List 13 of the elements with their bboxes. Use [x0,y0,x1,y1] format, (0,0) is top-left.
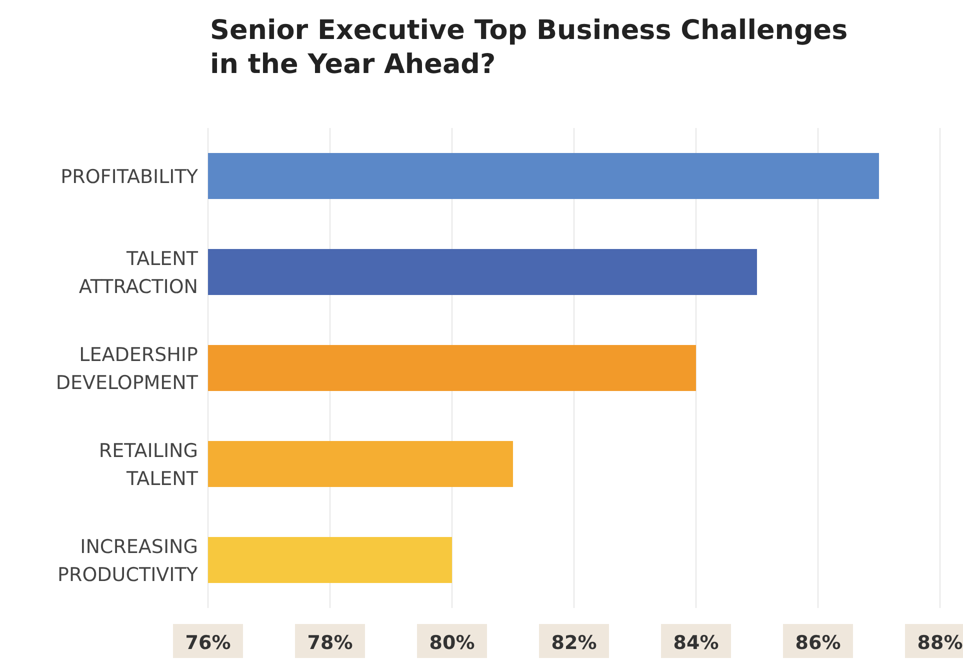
x-tick-label: 86% [795,632,841,654]
chart-title: Senior Executive Top Business Challenges in the Year Ahead? [210,14,849,82]
y-tick-label: INCREASING PRODUCTIVITY [58,536,198,586]
x-tick-label: 88% [917,632,963,654]
x-tick-label: 82% [551,632,597,654]
x-tick-label: 76% [185,632,231,654]
y-tick-label: TALENT ATTRACTION [78,248,198,298]
x-tick-label: 78% [307,632,353,654]
x-tick-label: 80% [429,632,475,654]
y-tick-label: RETAILING TALENT [98,440,198,490]
y-tick-label: LEADERSHIP DEVELOPMENT [56,344,198,394]
x-tick-label: 84% [673,632,719,654]
y-tick-label: PROFITABILITY [60,166,198,188]
